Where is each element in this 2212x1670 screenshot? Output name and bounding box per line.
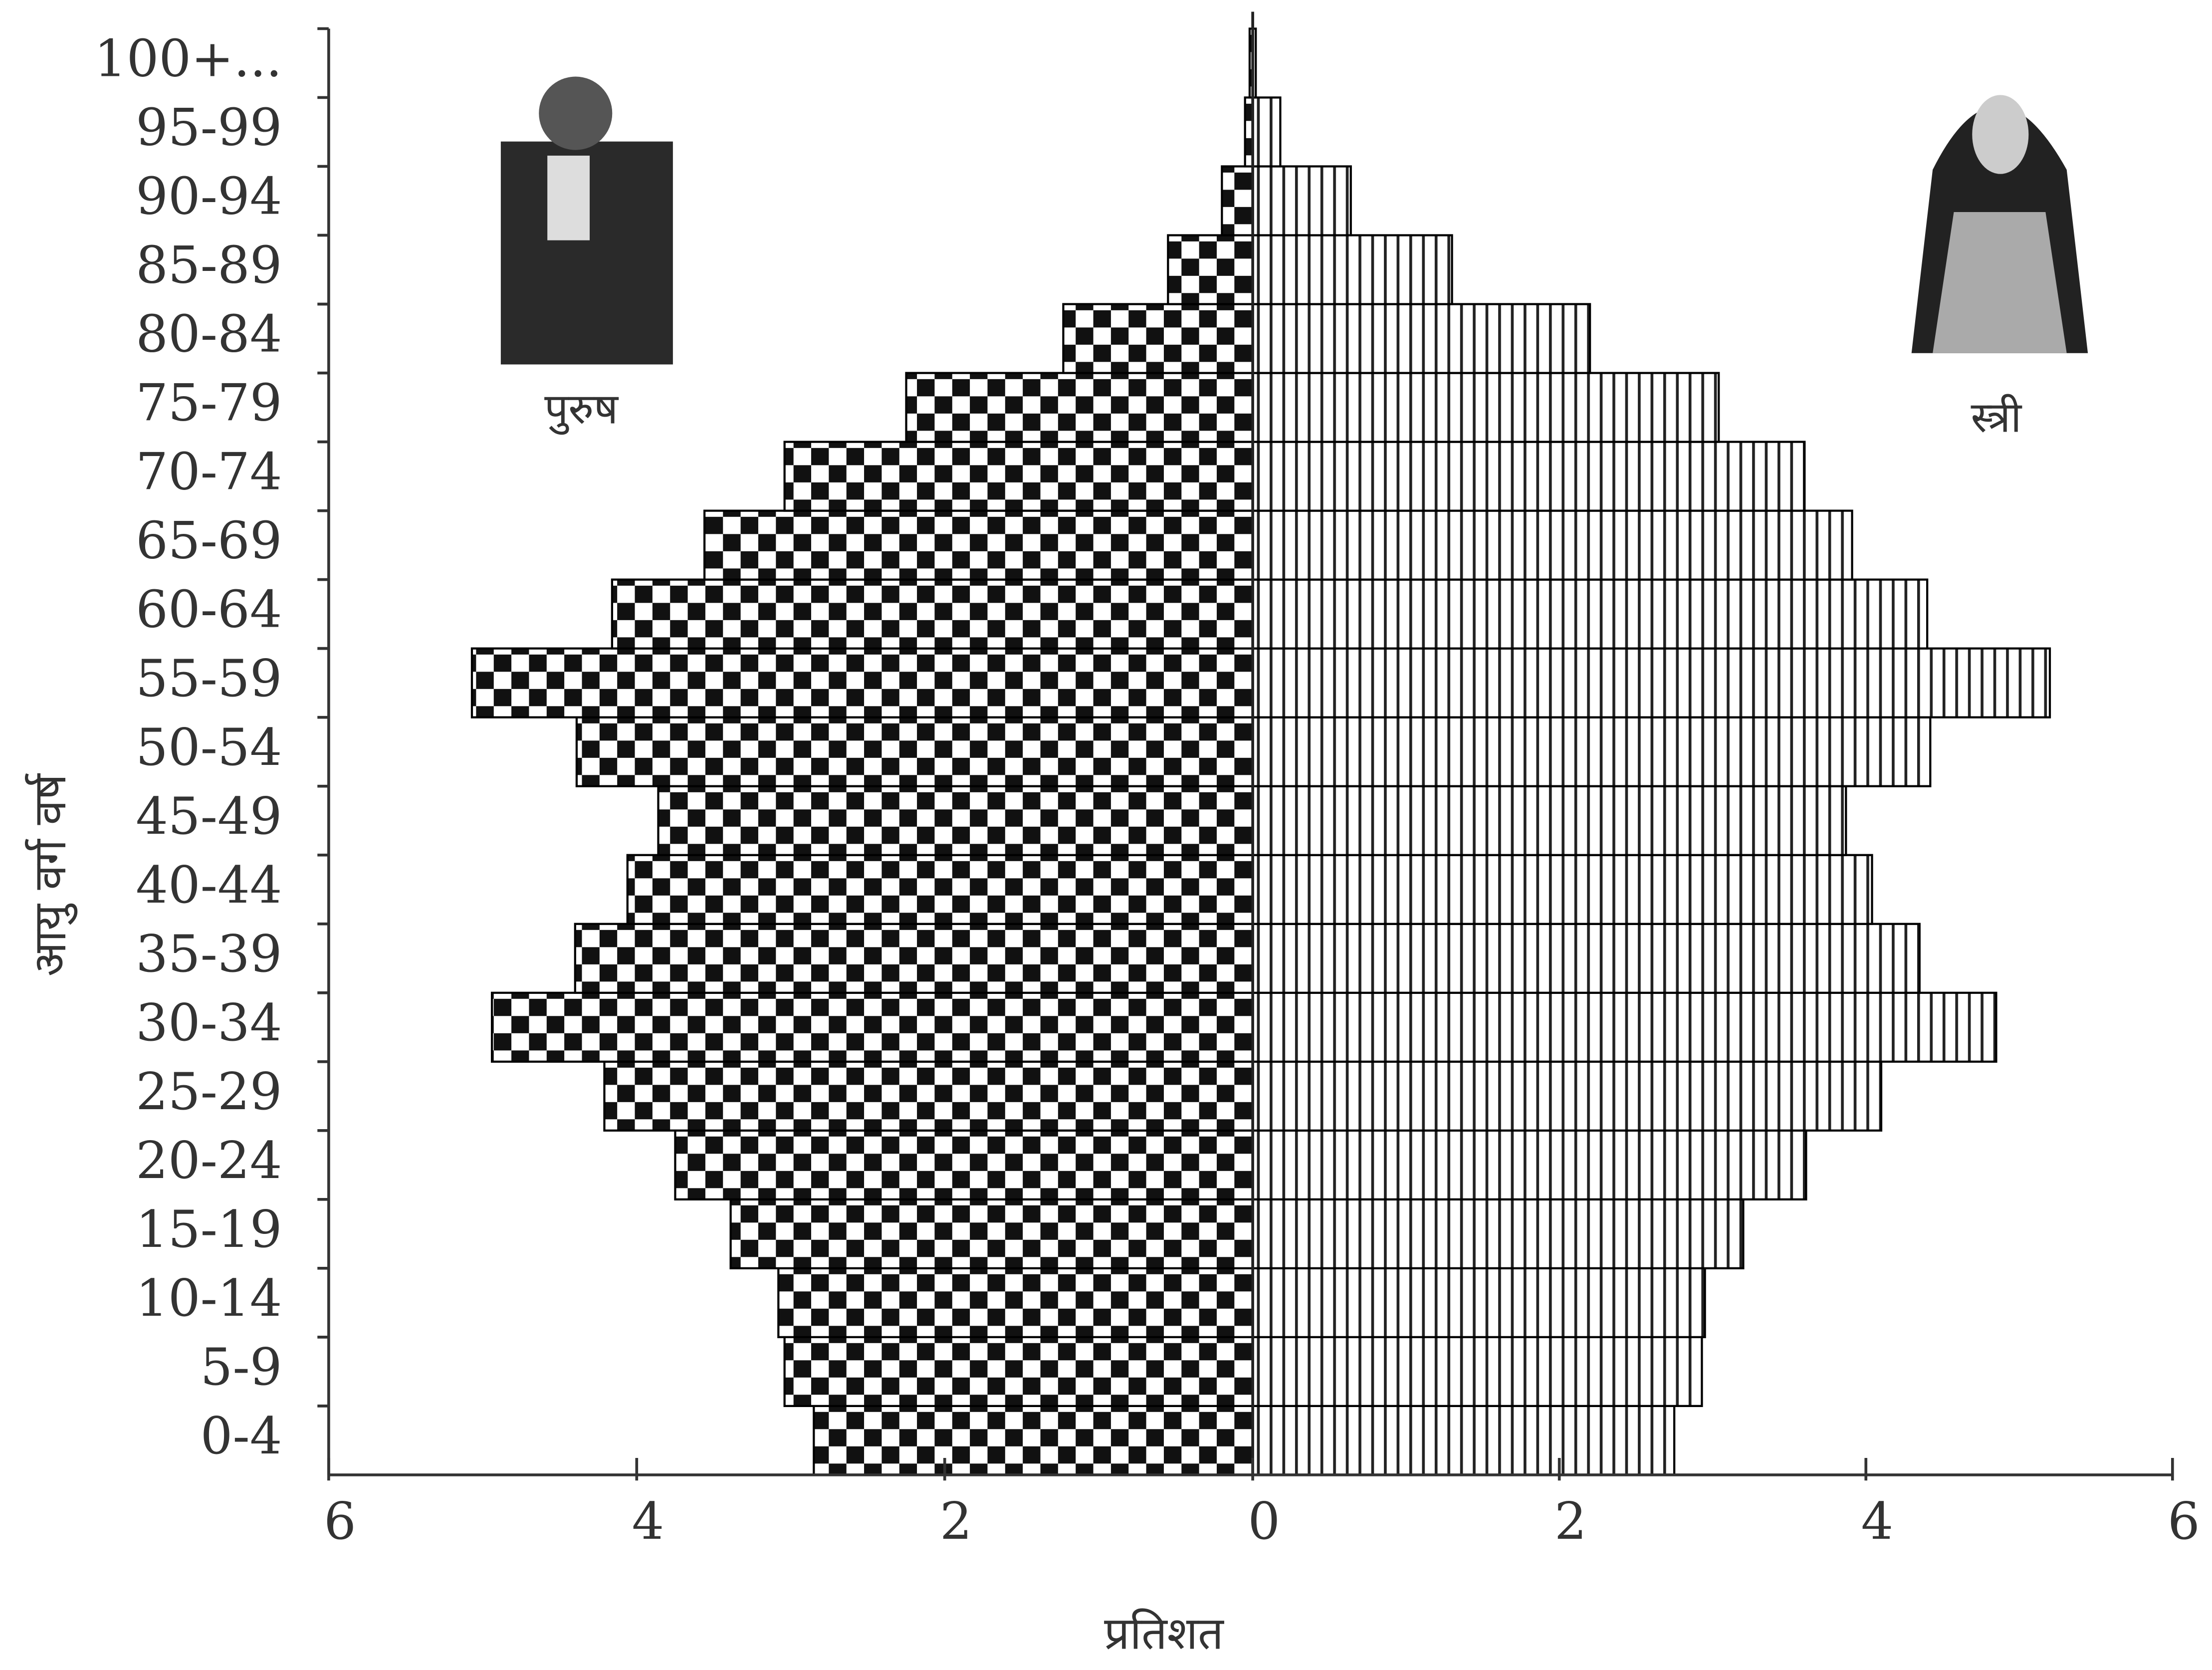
bar (1251, 1336, 1703, 1408)
legend-label: स्त्री (1971, 393, 2022, 443)
bar (626, 854, 1254, 925)
y-tick-label: 100+... (94, 30, 282, 89)
y-tick-label: 20-24 (136, 1132, 282, 1191)
x-tick-label: 0 (1248, 1492, 1280, 1551)
bar (611, 578, 1254, 650)
bar (1251, 923, 1921, 994)
bar (1251, 1267, 1706, 1338)
y-tick-label: 85-89 (136, 237, 282, 295)
bar (657, 785, 1254, 856)
y-tick-label: 50-54 (136, 718, 282, 777)
y-tick-label: 25-29 (136, 1063, 282, 1122)
x-tick-label: 4 (1861, 1492, 1893, 1551)
y-tick-label: 60-64 (136, 581, 282, 640)
bar (1251, 509, 1853, 581)
bar (1251, 785, 1847, 856)
bar (1251, 716, 1932, 787)
bar (1251, 1129, 1807, 1200)
bar (777, 1267, 1254, 1338)
y-tick-label: 0-4 (201, 1407, 282, 1466)
bar (674, 1129, 1254, 1200)
y-tick-label: 45-49 (136, 787, 282, 846)
x-tick-label: 2 (940, 1492, 972, 1551)
y-tick-label: 75-79 (136, 374, 282, 433)
bar (1251, 1405, 1676, 1476)
bar (1062, 303, 1254, 374)
bar (1251, 372, 1720, 443)
bar (783, 1336, 1254, 1408)
bar (813, 1405, 1254, 1476)
bar (1167, 234, 1254, 305)
bar (574, 923, 1254, 994)
x-tick-label: 6 (324, 1492, 356, 1551)
legend-label: पुरुष (544, 385, 619, 435)
y-tick-label: 35-39 (136, 925, 282, 984)
bar (1251, 647, 2051, 718)
bar (1251, 441, 1806, 512)
y-tick-label: 5-9 (201, 1338, 282, 1397)
bar (1251, 1198, 1745, 1269)
x-axis-label: प्रतिशत (1104, 1607, 1224, 1660)
y-tick-label: 40-44 (136, 856, 282, 915)
bar (575, 716, 1254, 787)
bar (703, 509, 1254, 581)
bar (1251, 303, 1591, 374)
bar (1251, 234, 1453, 305)
y-tick-label: 80-84 (136, 305, 282, 364)
bar (1251, 854, 1873, 925)
bar (1251, 991, 1997, 1063)
bar (905, 372, 1254, 443)
bar (603, 1060, 1254, 1132)
male-icon (500, 76, 673, 365)
bar (1251, 96, 1282, 168)
bar (1251, 1060, 1883, 1132)
y-tick-label: 10-14 (136, 1269, 282, 1328)
y-tick-label: 95-99 (136, 99, 282, 158)
bar (783, 441, 1254, 512)
y-axis-label: आयु वर्ग वर्ष (24, 773, 78, 976)
bar (470, 647, 1254, 718)
bar (1221, 165, 1254, 237)
y-tick-label: 15-19 (136, 1200, 282, 1259)
x-tick-label: 2 (1554, 1492, 1587, 1551)
bar (490, 991, 1254, 1063)
x-tick-label: 6 (2168, 1492, 2200, 1551)
y-tick-label: 70-74 (136, 443, 282, 502)
bar (1251, 578, 1929, 650)
y-tick-label: 90-94 (136, 168, 282, 227)
y-tick-label: 65-69 (136, 512, 282, 571)
x-tick-label: 4 (632, 1492, 664, 1551)
female-icon (1911, 95, 2088, 353)
y-tick-label: 30-34 (136, 994, 282, 1053)
bar (729, 1198, 1254, 1269)
bar (1251, 165, 1352, 237)
y-tick-label: 55-59 (136, 650, 282, 709)
